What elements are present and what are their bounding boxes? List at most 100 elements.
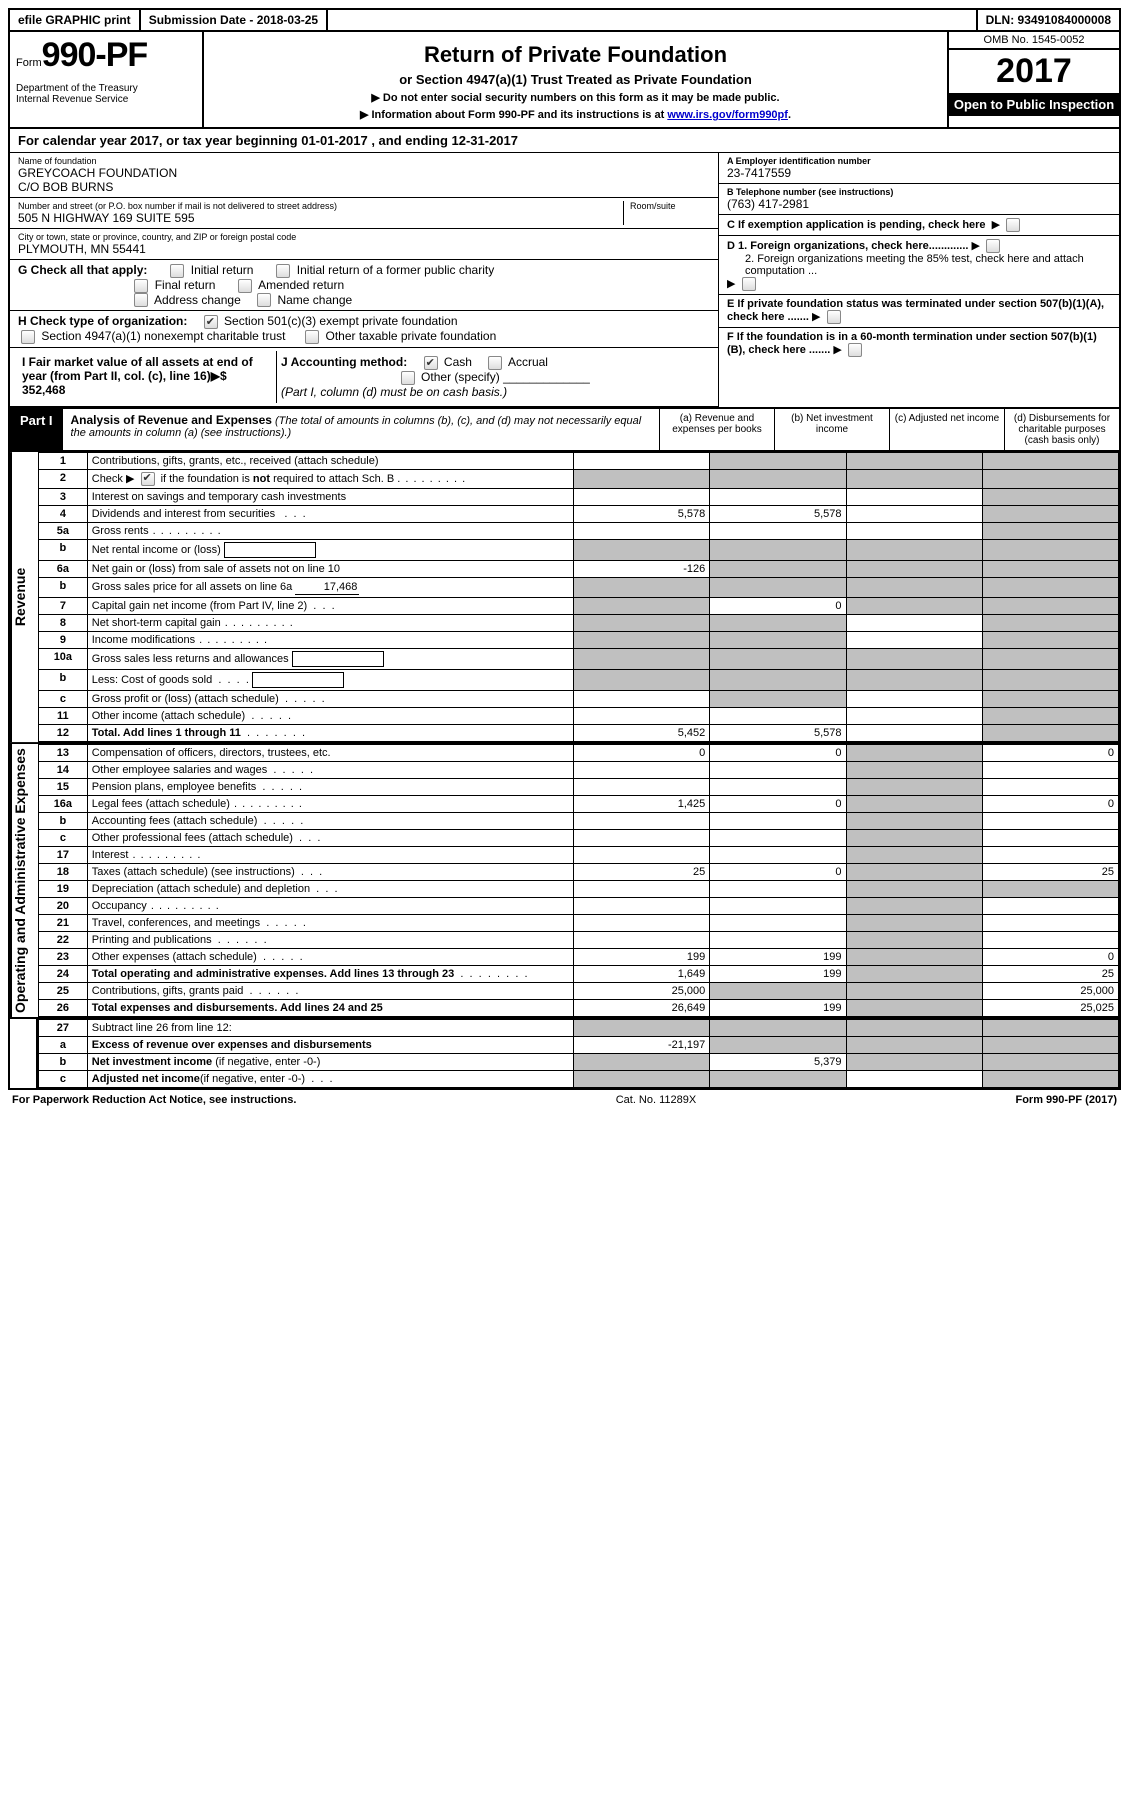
col-d-head: (d) Disbursements for charitable purpose… — [1004, 409, 1119, 450]
g-label: G Check all that apply: — [18, 263, 147, 277]
g-opt-5: Name change — [277, 293, 352, 307]
expenses-table: 13Compensation of officers, directors, t… — [38, 744, 1119, 1017]
irs-link[interactable]: www.irs.gov/form990pf — [667, 109, 788, 121]
r14-n: 14 — [39, 761, 88, 778]
top-bar: efile GRAPHIC print Submission Date - 20… — [10, 10, 1119, 32]
r5b-d: Net rental income or (loss) — [87, 539, 573, 560]
r18-n: 18 — [39, 863, 88, 880]
foundation-name1: GREYCOACH FOUNDATION — [18, 166, 710, 180]
g-opt-4: Address change — [154, 293, 241, 307]
g-opt-0: Initial return — [191, 263, 254, 277]
chk-initial-former[interactable] — [276, 264, 290, 278]
chk-d2[interactable] — [742, 277, 756, 291]
tel-label: B Telephone number (see instructions) — [727, 187, 1111, 197]
r10c-d: Gross profit or (loss) (attach schedule)… — [87, 690, 573, 707]
r12-b: 5,578 — [710, 724, 846, 741]
r6b-d: Gross sales price for all assets on line… — [87, 577, 573, 597]
chk-final[interactable] — [134, 279, 148, 293]
d2-label: 2. Foreign organizations meeting the 85%… — [727, 253, 1111, 277]
r23-d: Other expenses (attach schedule) . . . .… — [87, 948, 573, 965]
h-opt-2: Section 4947(a)(1) nonexempt charitable … — [41, 329, 285, 343]
chk-f[interactable] — [848, 343, 862, 357]
note-info: ▶ Information about Form 990-PF and its … — [214, 108, 937, 121]
chk-d1[interactable] — [986, 239, 1000, 253]
j-other: Other (specify) — [421, 370, 500, 384]
r18-d2: 25 — [982, 863, 1118, 880]
chk-cash[interactable] — [424, 356, 438, 370]
omb-number: OMB No. 1545-0052 — [949, 32, 1119, 50]
h-row: H Check type of organization: Section 50… — [10, 311, 718, 348]
r13-d2: 0 — [982, 744, 1118, 761]
r16b-d: Accounting fees (attach schedule) . . . … — [87, 812, 573, 829]
g-opt-2: Final return — [155, 278, 216, 292]
efile-label[interactable]: efile GRAPHIC print — [10, 10, 141, 30]
f-label: F If the foundation is in a 60-month ter… — [727, 331, 1097, 356]
part1-title: Analysis of Revenue and Expenses — [71, 413, 272, 427]
chk-other-tax[interactable] — [305, 330, 319, 344]
chk-addr-change[interactable] — [134, 293, 148, 307]
footer-mid: Cat. No. 11289X — [616, 1094, 697, 1106]
form-title: Return of Private Foundation — [214, 42, 937, 68]
header-right: OMB No. 1545-0052 2017 Open to Public In… — [949, 32, 1119, 127]
i-label: I Fair market value of all assets at end… — [22, 355, 253, 397]
r4-b: 5,578 — [710, 505, 846, 522]
chk-other-method[interactable] — [401, 371, 415, 385]
r27b-b: 5,379 — [710, 1053, 846, 1070]
h-opt-3: Other taxable private foundation — [326, 329, 497, 343]
r3-n: 3 — [39, 488, 88, 505]
r6b-v[interactable] — [295, 580, 359, 595]
tel-value: (763) 417-2981 — [727, 197, 1111, 211]
r16a-n: 16a — [39, 795, 88, 812]
chk-4947[interactable] — [21, 330, 35, 344]
chk-accrual[interactable] — [488, 356, 502, 370]
name-label: Name of foundation — [18, 156, 710, 166]
r16c-n: c — [39, 829, 88, 846]
r27b-d: Net investment income (if negative, ente… — [87, 1053, 573, 1070]
r23-b: 199 — [710, 948, 846, 965]
chk-e[interactable] — [827, 310, 841, 324]
r24-d2: 25 — [982, 965, 1118, 982]
addr-value: 505 N HIGHWAY 169 SUITE 595 — [18, 211, 617, 225]
r24-b: 199 — [710, 965, 846, 982]
r14-d: Other employee salaries and wages . . . … — [87, 761, 573, 778]
r6a-a: -126 — [574, 560, 710, 577]
r2-d: Check ▶ if the foundation is not require… — [87, 469, 573, 488]
r21-n: 21 — [39, 914, 88, 931]
j-accrual: Accrual — [508, 355, 548, 369]
addr-label: Number and street (or P.O. box number if… — [18, 201, 617, 211]
chk-schb[interactable] — [141, 472, 155, 486]
r10a-d: Gross sales less returns and allowances — [87, 648, 573, 669]
dln: DLN: 93491084000008 — [978, 10, 1119, 30]
r23-a: 199 — [574, 948, 710, 965]
info-left: Name of foundation GREYCOACH FOUNDATION … — [10, 153, 718, 407]
chk-c[interactable] — [1006, 218, 1020, 232]
r13-d: Compensation of officers, directors, tru… — [87, 744, 573, 761]
r24-a: 1,649 — [574, 965, 710, 982]
f-cell: F If the foundation is in a 60-month ter… — [719, 328, 1119, 360]
r3-d: Interest on savings and temporary cash i… — [87, 488, 573, 505]
r23-d2: 0 — [982, 948, 1118, 965]
room-label: Room/suite — [630, 201, 710, 211]
r19-n: 19 — [39, 880, 88, 897]
r27a-n: a — [39, 1036, 88, 1053]
part1-title-cell: Analysis of Revenue and Expenses (The to… — [63, 409, 659, 450]
bottom-section: 27Subtract line 26 from line 12: aExcess… — [10, 1017, 1119, 1088]
chk-name-change[interactable] — [257, 293, 271, 307]
chk-amended[interactable] — [238, 279, 252, 293]
r16b-n: b — [39, 812, 88, 829]
r12-d: Total. Add lines 1 through 11 . . . . . … — [87, 724, 573, 741]
r21-d: Travel, conferences, and meetings . . . … — [87, 914, 573, 931]
r6b-n: b — [39, 577, 88, 597]
chk-initial[interactable] — [170, 264, 184, 278]
r18-a: 25 — [574, 863, 710, 880]
form-header: Form990-PF Department of the Treasury In… — [10, 32, 1119, 127]
submission-date: Submission Date - 2018-03-25 — [141, 10, 328, 30]
dept-line2: Internal Revenue Service — [16, 94, 196, 105]
form-container: efile GRAPHIC print Submission Date - 20… — [8, 8, 1121, 1090]
note-info-pre: ▶ Information about Form 990-PF and its … — [360, 109, 667, 121]
r10b-n: b — [39, 669, 88, 690]
expenses-label: Operating and Administrative Expenses — [10, 744, 38, 1017]
chk-501c3[interactable] — [204, 315, 218, 329]
r5a-n: 5a — [39, 522, 88, 539]
r15-d: Pension plans, employee benefits . . . .… — [87, 778, 573, 795]
